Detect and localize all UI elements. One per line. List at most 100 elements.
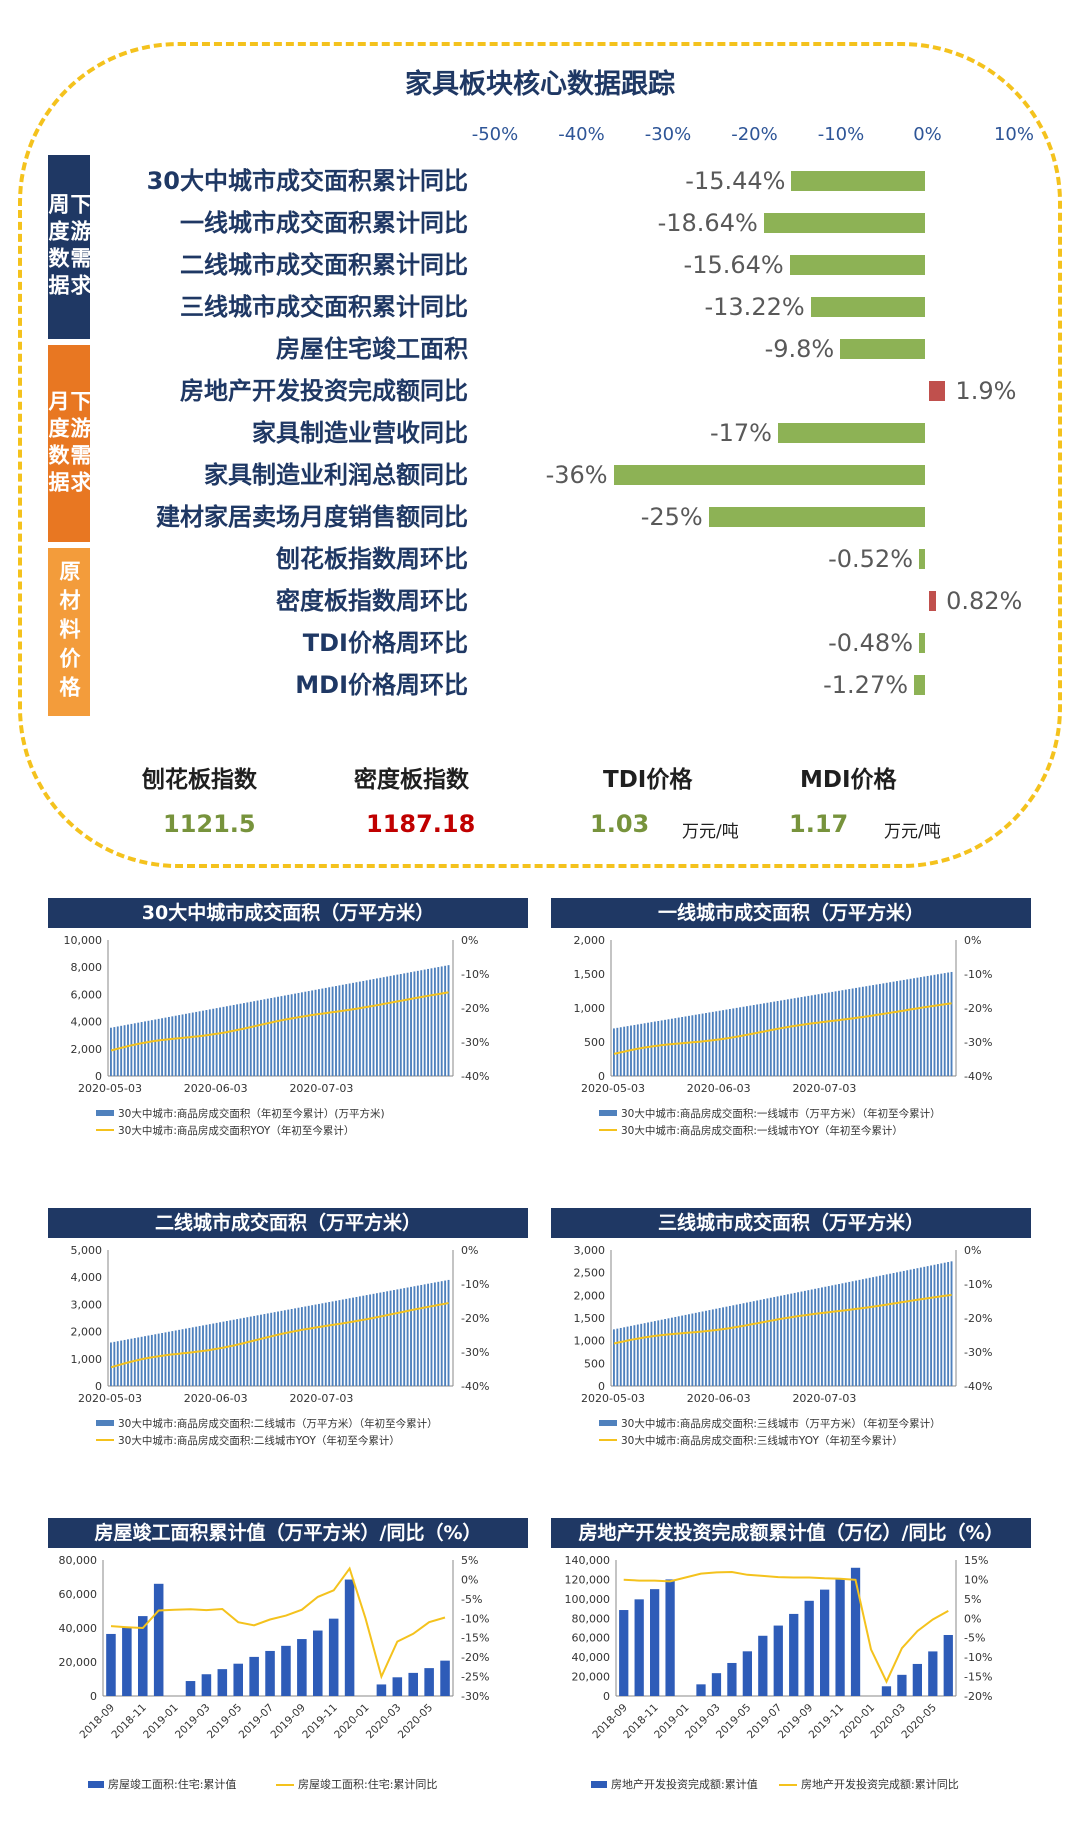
data-bar (444, 1280, 447, 1386)
y-tick-label-right: -30% (964, 1346, 992, 1359)
data-bar (294, 1308, 297, 1386)
data-bar (892, 981, 895, 1076)
metric-bar (708, 507, 925, 527)
data-bar (167, 1331, 170, 1386)
data-bar (198, 1011, 201, 1076)
x-tick-label: 2020-05-03 (78, 1392, 142, 1405)
chart-title: 一线城市成交面积（万平方米） (551, 898, 1031, 928)
data-bar (375, 1293, 378, 1386)
data-bar (865, 986, 868, 1076)
y-tick-label-right: -40% (461, 1070, 489, 1083)
data-bar (711, 1673, 722, 1696)
data-bar (113, 1341, 116, 1386)
data-bar (670, 1018, 673, 1076)
data-bar (817, 1288, 820, 1386)
y-tick-label-left: 120,000 (565, 1573, 611, 1586)
legend-label: 30大中城市:商品房成交面积:三线城市（万平方米）（年初至今累计） (621, 1417, 941, 1430)
yoy-line (613, 1002, 952, 1055)
y-tick-label-right: -20% (964, 1312, 992, 1325)
data-bar (379, 977, 382, 1076)
data-bar (912, 1663, 922, 1696)
y-tick-label-right: -10% (964, 1651, 992, 1664)
data-bar (817, 994, 820, 1076)
data-bar (393, 1290, 395, 1386)
data-bar (745, 1006, 748, 1076)
legend-label: 房屋竣工面积:住宅:累计同比 (298, 1777, 437, 1791)
data-bar (780, 1295, 782, 1386)
data-bar (902, 979, 905, 1076)
data-bar (694, 1312, 697, 1386)
data-bar (219, 1007, 221, 1076)
price-unit-mdi: 万元/吨 (884, 822, 941, 842)
data-bar (855, 1280, 857, 1386)
data-bar (758, 1635, 768, 1696)
data-bar (202, 1325, 204, 1386)
data-bar (424, 1668, 434, 1696)
data-bar (677, 1316, 680, 1386)
data-bar (283, 1310, 286, 1386)
data-bar (242, 1317, 245, 1386)
data-bar (369, 1294, 372, 1386)
data-bar (389, 975, 392, 1076)
data-bar (212, 1008, 215, 1076)
data-bar (674, 1018, 677, 1076)
y-tick-label-right: -20% (461, 1651, 489, 1664)
data-bar (287, 994, 290, 1076)
data-bar (896, 1272, 898, 1386)
data-bar (287, 1309, 290, 1386)
data-bar (810, 1289, 813, 1386)
x-tick-label: 2020-06-03 (184, 1392, 248, 1405)
data-bar (882, 1275, 885, 1386)
data-bar (253, 1001, 256, 1076)
data-bar (399, 1288, 402, 1386)
y-tick-label-left: 1,000 (71, 1353, 103, 1366)
data-bar (341, 1299, 344, 1386)
data-bar (619, 1327, 622, 1386)
data-bar (835, 1578, 845, 1696)
y-tick-label-right: 5% (964, 1593, 981, 1606)
axis-tick-label: -10% (817, 124, 865, 145)
data-bar (147, 1020, 150, 1076)
data-bar (188, 1327, 191, 1386)
metric-value: -0.48% (828, 629, 913, 657)
data-bar (154, 1334, 157, 1386)
data-bar (133, 1338, 136, 1386)
data-bar (698, 1014, 701, 1076)
data-bar (742, 1303, 745, 1386)
data-bar (766, 1002, 769, 1076)
metric-bar (613, 465, 925, 485)
data-bar (626, 1326, 629, 1386)
data-bar (868, 985, 871, 1076)
data-bar (705, 1013, 707, 1076)
y-tick-label-right: 10% (964, 1573, 988, 1586)
data-bar (427, 968, 430, 1076)
data-bar (701, 1013, 704, 1076)
y-tick-label-right: 15% (964, 1554, 988, 1567)
y-tick-label-left: 1,000 (574, 1335, 606, 1348)
metric-value: 1.9% (955, 377, 1017, 405)
metric-bar (919, 549, 925, 569)
metric-label: 房屋住宅竣工面积 (276, 335, 468, 363)
data-bar (718, 1308, 721, 1386)
data-bar (786, 999, 789, 1076)
chart-title: 房地产开发投资完成额累计值（万亿）/同比（%） (551, 1518, 1031, 1548)
data-bar (144, 1336, 146, 1386)
data-bar (807, 995, 810, 1076)
data-bar (634, 1599, 644, 1696)
data-bar (232, 1004, 235, 1076)
data-bar (273, 1312, 276, 1386)
category-raw-material: 原材料价格 (48, 548, 90, 716)
data-bar (735, 1304, 738, 1386)
data-bar (780, 1000, 782, 1076)
data-bar (653, 1321, 656, 1386)
data-bar (688, 1314, 690, 1386)
y-tick-label-right: 0% (964, 934, 981, 947)
legend-label: 30大中城市:商品房成交面积:二线城市YOY（年初至今累计） (118, 1434, 400, 1447)
chart-tier3: 0 500 1,000 1,500 2,000 2,500 3,000 0% -10% -20% -… (574, 1244, 993, 1447)
data-bar (205, 1010, 208, 1076)
data-bar (715, 1308, 718, 1386)
data-bar (943, 973, 946, 1076)
data-bar (773, 1625, 783, 1696)
legend-swatch-bar (599, 1110, 617, 1116)
data-bar (369, 979, 372, 1076)
